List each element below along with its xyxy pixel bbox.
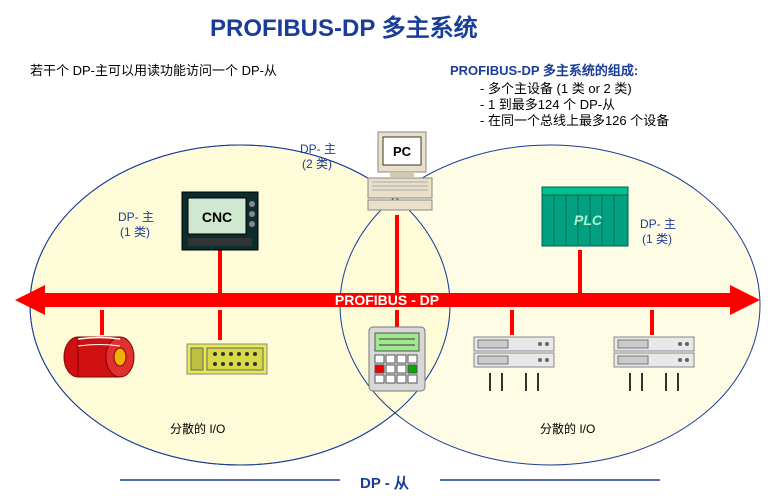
pc-label: PC — [393, 144, 412, 159]
cnc-label: CNC — [202, 209, 232, 225]
device-rack2 — [610, 335, 700, 405]
device-cnc: CNC — [180, 190, 260, 260]
bus-arrow: PROFIBUS - DP — [0, 0, 775, 500]
device-pc: PC — [360, 130, 440, 225]
plc-label: PLC — [574, 212, 603, 228]
device-motor — [60, 330, 140, 390]
bus-label: PROFIBUS - DP — [335, 292, 439, 308]
device-keypad — [365, 325, 430, 400]
device-io-module — [185, 340, 270, 385]
device-rack1 — [470, 335, 560, 405]
device-plc: PLC — [540, 185, 630, 260]
